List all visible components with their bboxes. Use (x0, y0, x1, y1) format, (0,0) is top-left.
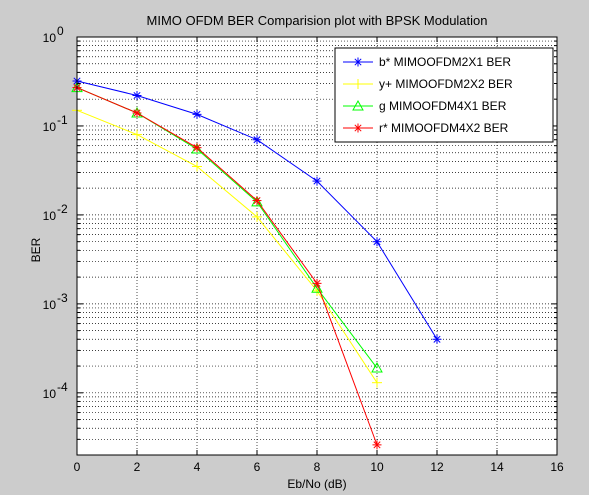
legend-entry: b* MIMOOFDM2X1 BER (343, 55, 511, 69)
data-point (132, 90, 142, 100)
legend-entry: y+ MIMOOFDM2X2 BER (343, 77, 513, 91)
legend-marker (352, 99, 364, 111)
series-group (71, 76, 442, 450)
triangle-shape (311, 282, 323, 293)
series-line (76, 109, 378, 383)
triangle-shape (371, 361, 383, 373)
x-tick-label: 14 (490, 460, 504, 474)
y-tick-label: 10 (43, 387, 57, 401)
data-point (432, 334, 442, 344)
x-tick-label: 2 (134, 460, 141, 474)
y-tick-label: 10 (43, 120, 57, 134)
data-point (132, 129, 142, 140)
chart-title: MIMO OFDM BER Comparision plot with BPSK… (147, 13, 488, 28)
star-stroke (193, 144, 201, 152)
legend-label: b* MIMOOFDM2X1 BER (379, 55, 511, 69)
triangle-shape (251, 195, 263, 207)
data-point (191, 143, 203, 154)
star-stroke (313, 177, 321, 185)
triangle-shape (191, 143, 203, 154)
star-stroke (354, 58, 362, 66)
legend-entry: r* MIMOOFDM4X2 BER (343, 121, 509, 135)
y-tick-exponent: -2 (57, 202, 68, 216)
data-point (372, 237, 382, 247)
legend-entry: g MIMOOFDM4X1 BER (343, 99, 507, 113)
y-tick-exponent: -1 (57, 113, 68, 127)
legend-marker (353, 123, 363, 133)
data-point (252, 135, 262, 145)
legend-marker (353, 57, 363, 67)
x-tick-label: 16 (550, 460, 564, 474)
star-stroke (133, 109, 141, 117)
x-tick-label: 10 (370, 460, 384, 474)
x-tick-label: 8 (314, 460, 321, 474)
y-axis-label: BER (29, 237, 43, 262)
star-stroke (193, 110, 201, 118)
star-stroke (253, 136, 261, 144)
y-tick-label: 10 (43, 31, 57, 45)
legend-label: y+ MIMOOFDM2X2 BER (379, 77, 513, 91)
x-axis-label: Eb/No (dB) (287, 477, 346, 491)
star-stroke (433, 335, 441, 343)
x-tick-label: 4 (194, 460, 201, 474)
star-stroke (373, 441, 381, 449)
triangle-shape (352, 99, 364, 111)
legend-marker (353, 79, 363, 89)
x-ticks: 0 2 4 6 8 10 12 14 16 (74, 37, 564, 474)
data-point (192, 109, 202, 119)
data-point (192, 143, 202, 153)
y-tick-exponent: -4 (57, 380, 68, 394)
data-point (371, 361, 383, 373)
grid (77, 37, 557, 456)
x-tick-label: 0 (74, 460, 81, 474)
data-point (372, 440, 382, 450)
data-point (251, 195, 263, 207)
legend-label: g MIMOOFDM4X1 BER (379, 99, 507, 113)
data-point (312, 278, 322, 288)
data-point (252, 196, 262, 206)
y-tick-exponent: 0 (57, 24, 64, 38)
data-point (252, 211, 262, 222)
y-tick-exponent: -3 (57, 291, 68, 305)
data-point (312, 176, 322, 186)
star-stroke (133, 91, 141, 100)
y-tick-label: 10 (43, 298, 57, 312)
star-stroke (313, 279, 321, 287)
legend: b* MIMOOFDM2X1 BER y+ MIMOOFDM2X2 BER g MI… (334, 47, 554, 143)
x-tick-label: 12 (430, 460, 444, 474)
legend-box (334, 47, 554, 143)
data-point (132, 108, 142, 118)
series-line (76, 87, 378, 446)
star-stroke (373, 238, 381, 246)
star-stroke (253, 197, 261, 205)
data-point (372, 377, 382, 388)
data-point (192, 161, 202, 172)
data-point (311, 282, 323, 293)
star-stroke (354, 124, 362, 132)
legend-label: r* MIMOOFDM4X2 BER (379, 121, 509, 135)
x-tick-label: 6 (254, 460, 261, 474)
y-tick-label: 10 (43, 209, 57, 223)
